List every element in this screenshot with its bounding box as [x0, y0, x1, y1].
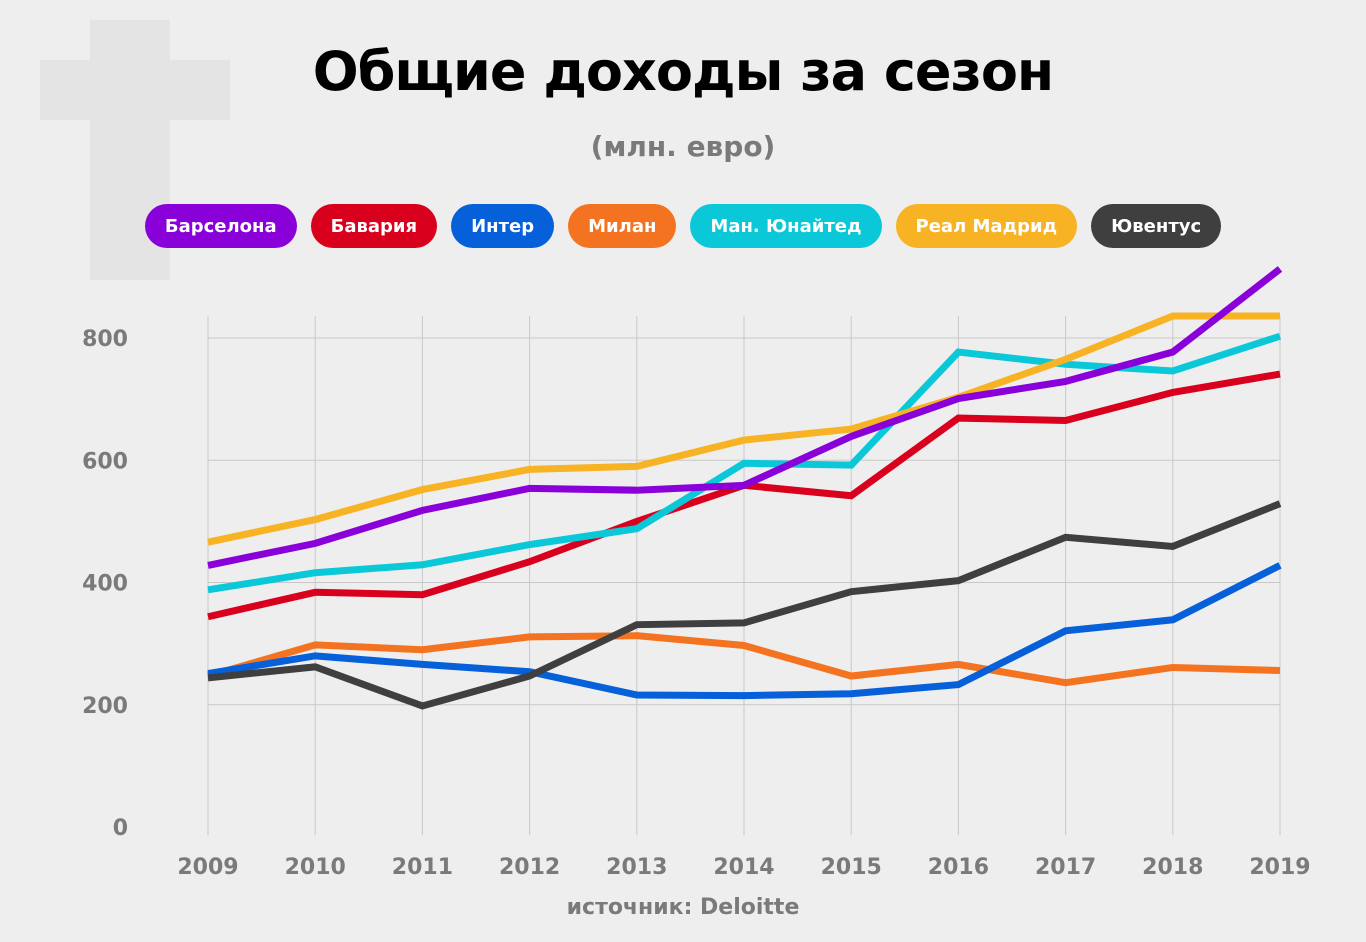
legend-item: Реал Мадрид — [895, 204, 1078, 248]
x-tick-label: 2010 — [285, 855, 346, 880]
y-tick-label: 0 — [113, 816, 128, 841]
source-note: источник: Deloitte — [566, 895, 800, 920]
x-tick-label: 2011 — [392, 855, 453, 880]
x-tick-label: 2019 — [1249, 855, 1310, 880]
background-decoration — [40, 60, 230, 120]
chart-subtitle: (млн. евро) — [590, 130, 776, 163]
legend-item: Барселона — [144, 204, 297, 248]
y-tick-label: 200 — [82, 694, 128, 719]
x-tick-label: 2014 — [713, 855, 774, 880]
x-tick-label: 2016 — [928, 855, 989, 880]
legend-item: Ман. Юнайтед — [690, 204, 882, 248]
y-tick-label: 800 — [82, 327, 128, 352]
legend-item: Милан — [568, 204, 677, 248]
x-tick-label: 2018 — [1142, 855, 1203, 880]
legend-item: Интер — [451, 204, 555, 248]
y-tick-label: 600 — [82, 449, 128, 474]
x-tick-label: 2013 — [606, 855, 667, 880]
x-tick-label: 2017 — [1035, 855, 1096, 880]
legend: Барселона Бавария Интер Милан Ман. Юнайтед Ре… — [0, 204, 1366, 248]
x-tick-label: 2015 — [821, 855, 882, 880]
legend-item: Ювентус — [1091, 204, 1222, 248]
chart-title: Общие доходы за сезон — [312, 40, 1054, 103]
legend-item: Бавария — [310, 204, 438, 248]
x-tick-label: 2012 — [499, 855, 560, 880]
y-tick-label: 400 — [82, 572, 128, 597]
x-tick-label: 2009 — [177, 855, 238, 880]
